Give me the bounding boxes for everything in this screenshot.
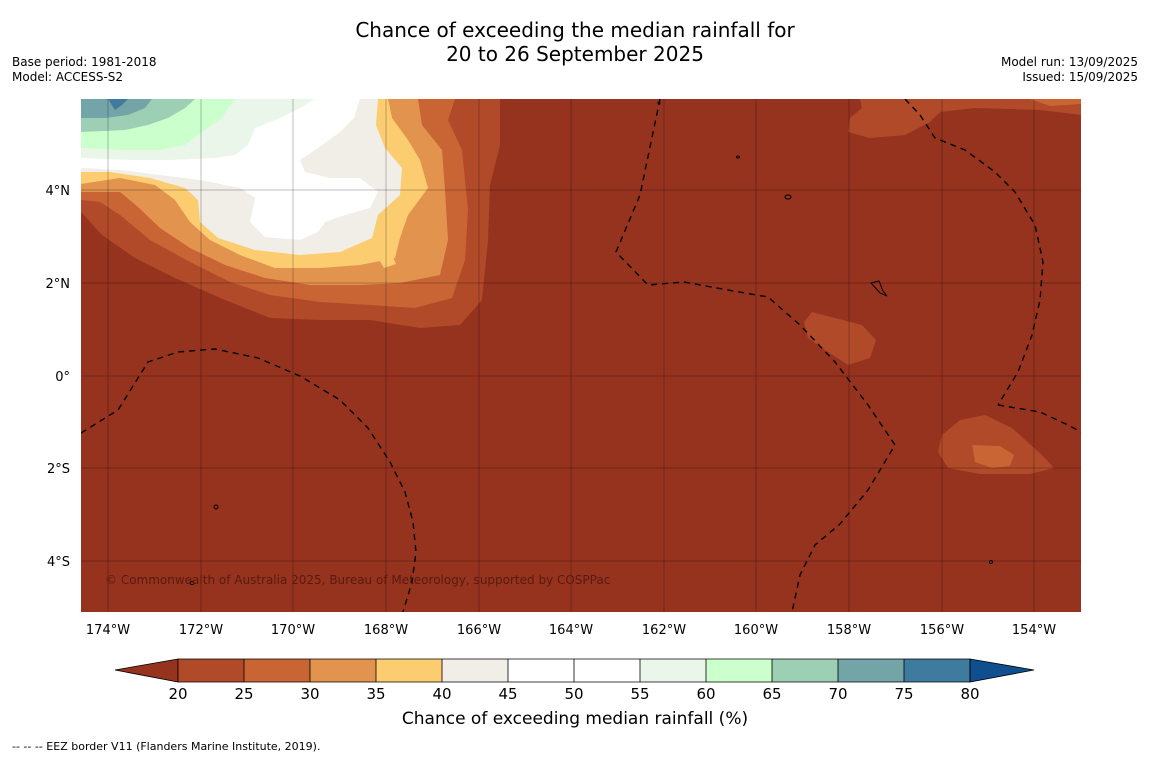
lon-tick-label: 166°W: [457, 623, 501, 638]
colorbar-segment: [310, 659, 376, 682]
eez-border-west: [81, 348, 417, 612]
lon-tick-label: 172°W: [179, 623, 223, 638]
contour-30-east-2: [972, 445, 1014, 468]
colorbar-tick-label: 75: [894, 685, 913, 703]
colorbar-segment: [244, 659, 310, 682]
colorbar-segment: [508, 659, 574, 682]
colorbar-tick-label: 25: [234, 685, 253, 703]
colorbar-segment: [706, 659, 772, 682]
colorbar-label: Chance of exceeding median rainfall (%): [401, 709, 749, 729]
island-4: [189, 581, 195, 585]
colorbar-segment: [772, 659, 838, 682]
longitude-labels: 174°W 172°W 170°W 168°W 166°W 164°W 162°…: [86, 623, 1056, 638]
colorbar-segment: [442, 659, 508, 682]
colorbar-tick-labels: 20 25 30 35 40 45 50 55 60 65 70 75 80: [168, 685, 979, 703]
colorbar-tick-label: 50: [564, 685, 583, 703]
lon-tick-label: 156°W: [920, 623, 964, 638]
contour-25-east-1: [804, 312, 876, 365]
lat-tick-label: 0°: [55, 370, 70, 385]
islands: [189, 101, 993, 585]
contour-35-small-blob: [378, 255, 396, 268]
colorbar-tick-label: 55: [630, 685, 649, 703]
island-7: [657, 101, 661, 105]
colorbar-tick-label: 20: [168, 685, 187, 703]
colorbar-tick-label: 40: [432, 685, 451, 703]
colorbar-segment: [376, 659, 442, 682]
island-2: [870, 280, 888, 297]
lon-tick-label: 158°W: [827, 623, 871, 638]
colorbar-tick-label: 80: [960, 685, 979, 703]
eez-borders: [81, 99, 1081, 612]
colorbar-tick-label: 30: [300, 685, 319, 703]
island-6: [989, 560, 993, 564]
meta-left: Base period: 1981-2018 Model: ACCESS-S2: [12, 55, 157, 85]
eez-border-east-2: [997, 404, 1081, 433]
map-area: © Commonwealth of Australia 2025, Bureau…: [81, 99, 1081, 612]
lat-tick-label: 4°S: [47, 555, 70, 570]
colorbar-segment: [574, 659, 640, 682]
colorbar-tick-label: 70: [828, 685, 847, 703]
map-title: Chance of exceeding the median rainfall …: [0, 18, 1150, 66]
island-3: [213, 504, 219, 510]
colorbar-segment: [178, 659, 244, 682]
lat-tick-label: 4°N: [46, 184, 71, 199]
colorbar: 20 25 30 35 40 45 50 55 60 65 70 75 80: [114, 658, 1035, 703]
lon-tick-label: 164°W: [549, 623, 593, 638]
model-text: Model: ACCESS-S2: [12, 70, 124, 84]
contour-25-top-right: [848, 99, 1081, 138]
lon-tick-label: 168°W: [364, 623, 408, 638]
island-5: [736, 155, 740, 159]
lon-tick-label: 170°W: [271, 623, 315, 638]
title-line-1: Chance of exceeding the median rainfall …: [355, 18, 795, 42]
colorbar-separators: [177, 658, 971, 683]
colorbar-tick-label: 35: [366, 685, 385, 703]
lon-tick-label: 174°W: [86, 623, 130, 638]
contour-30-top-right: [1030, 99, 1081, 106]
colorbar-tick-label: 60: [696, 685, 715, 703]
lon-tick-label: 154°W: [1012, 623, 1056, 638]
colorbar-tick-label: 45: [498, 685, 517, 703]
eez-footnote: -- -- -- EEZ border V11 (Flanders Marine…: [12, 740, 321, 753]
graticule: [81, 99, 1081, 612]
base-period-text: Base period: 1981-2018: [12, 55, 157, 69]
model-run-text: Model run: 13/09/2025: [1000, 55, 1138, 69]
colorbar-segment: [904, 659, 970, 682]
lon-tick-label: 162°W: [642, 623, 686, 638]
colorbar-tick-label: 65: [762, 685, 781, 703]
colorbar-segment: [640, 659, 706, 682]
lat-tick-label: 2°S: [47, 462, 70, 477]
colorbar-segment: [838, 659, 904, 682]
lat-tick-label: 2°N: [46, 277, 71, 292]
copyright-text: © Commonwealth of Australia 2025, Bureau…: [105, 573, 610, 587]
eez-border-east-1: [904, 99, 1044, 406]
colorbar-high-arrow: [969, 658, 1035, 683]
meta-right: Model run: 13/09/2025 Issued: 15/09/2025: [1001, 55, 1138, 85]
island-1: [784, 194, 792, 200]
lon-tick-label: 160°W: [734, 623, 778, 638]
issued-text: Issued: 15/09/2025: [1022, 70, 1138, 84]
latitude-labels: 4°N 2°N 0° 2°S 4°S: [46, 184, 71, 570]
title-line-2: 20 to 26 September 2025: [446, 42, 704, 66]
contour-25-east-2: [938, 415, 1054, 474]
colorbar-low-arrow: [114, 658, 179, 683]
contour-80-northwest: [108, 99, 128, 110]
